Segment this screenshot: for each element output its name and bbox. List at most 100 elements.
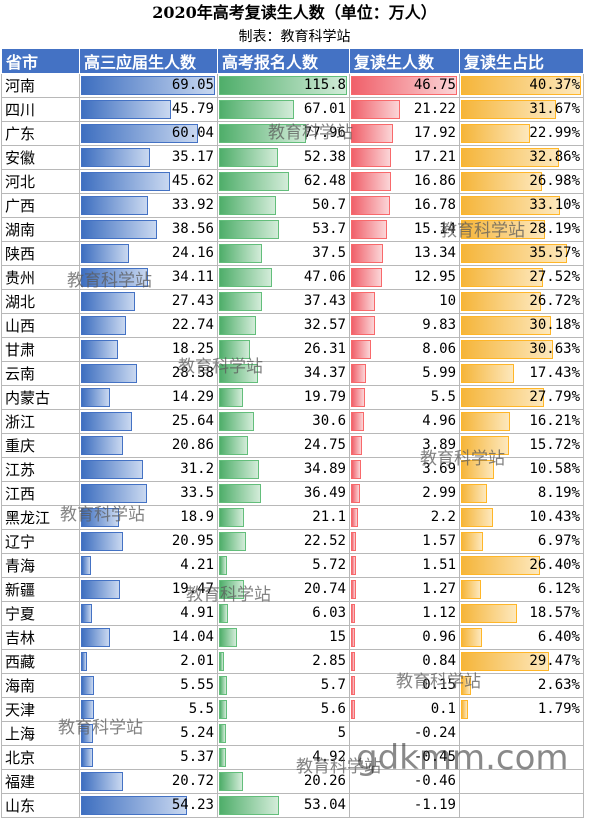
- ratio-cell: 15.72%: [459, 433, 584, 458]
- repeaters-cell: 46.75: [349, 73, 460, 98]
- province-cell: 贵州: [1, 265, 80, 290]
- province-cell: 海南: [1, 673, 80, 698]
- graduates-bar: [81, 124, 198, 143]
- registered-bar: [219, 196, 276, 215]
- graduates-value: 27.43: [171, 293, 214, 309]
- registered-bar: [219, 268, 272, 287]
- ratio-cell: 22.99%: [459, 121, 584, 146]
- province-cell: 重庆: [1, 433, 80, 458]
- province-cell: 辽宁: [1, 529, 80, 554]
- registered-bar: [219, 772, 243, 791]
- province-cell: 新疆: [1, 577, 80, 602]
- graduates-cell: 18.9: [79, 505, 218, 530]
- table-row: 吉林 14.04 15 0.96 6.40%: [1, 625, 584, 650]
- graduates-cell: 33.92: [79, 193, 218, 218]
- ratio-value: 10.58%: [529, 461, 580, 477]
- registered-value: 52.38: [303, 149, 346, 165]
- repeaters-cell: 0.1: [349, 697, 460, 722]
- registered-bar: [219, 556, 227, 575]
- repeaters-value: 10: [439, 293, 456, 309]
- registered-cell: 5.6: [217, 697, 350, 722]
- ratio-value: 6.40%: [537, 629, 580, 645]
- registered-value: 5.6: [320, 701, 346, 717]
- graduates-cell: 20.86: [79, 433, 218, 458]
- repeaters-cell: 0.84: [349, 649, 460, 674]
- repeaters-value: 3.89: [422, 437, 456, 453]
- ratio-cell: 30.63%: [459, 337, 584, 362]
- repeaters-value: 13.34: [413, 245, 456, 261]
- repeaters-value: 16.86: [413, 173, 456, 189]
- province-cell: 山东: [1, 793, 80, 818]
- repeaters-bar: [351, 196, 390, 215]
- ratio-value: 28.19%: [529, 221, 580, 237]
- registered-cell: 5.7: [217, 673, 350, 698]
- repeaters-cell: 16.78: [349, 193, 460, 218]
- registered-cell: 15: [217, 625, 350, 650]
- graduates-bar: [81, 388, 110, 407]
- table-row: 河北 45.62 62.48 16.86 26.98%: [1, 169, 584, 194]
- repeaters-cell: 10: [349, 289, 460, 314]
- graduates-cell: 5.5: [79, 697, 218, 722]
- registered-cell: 21.1: [217, 505, 350, 530]
- repeaters-value: 2.2: [430, 509, 456, 525]
- graduates-bar: [81, 532, 123, 551]
- repeaters-value: 0.96: [422, 629, 456, 645]
- graduates-bar: [81, 652, 87, 671]
- ratio-bar: [461, 172, 542, 191]
- province-cell: 宁夏: [1, 601, 80, 626]
- registered-value: 37.5: [312, 245, 346, 261]
- registered-cell: 5.72: [217, 553, 350, 578]
- graduates-cell: 14.04: [79, 625, 218, 650]
- registered-cell: 115.8: [217, 73, 350, 98]
- registered-value: 26.31: [303, 341, 346, 357]
- ratio-cell: 35.57%: [459, 241, 584, 266]
- graduates-value: 35.17: [171, 149, 214, 165]
- ratio-bar: [461, 220, 545, 239]
- graduates-cell: 5.24: [79, 721, 218, 746]
- repeaters-bar: [351, 412, 364, 431]
- ratio-value: 6.12%: [537, 581, 580, 597]
- table-row: 湖北 27.43 37.43 10 26.72%: [1, 289, 584, 314]
- repeaters-cell: 5.5: [349, 385, 460, 410]
- registered-value: 5.7: [320, 677, 346, 693]
- repeaters-value: -0.45: [413, 749, 456, 765]
- repeaters-bar: [351, 172, 391, 191]
- ratio-cell: 2.63%: [459, 673, 584, 698]
- table-row: 黑龙江 18.9 21.1 2.2 10.43%: [1, 505, 584, 530]
- registered-cell: 53.04: [217, 793, 350, 818]
- ratio-value: 1.79%: [537, 701, 580, 717]
- province-cell: 河南: [1, 73, 80, 98]
- ratio-value: 16.21%: [529, 413, 580, 429]
- graduates-bar: [81, 556, 91, 575]
- province-cell: 西藏: [1, 649, 80, 674]
- ratio-cell: 27.52%: [459, 265, 584, 290]
- registered-value: 62.48: [303, 173, 346, 189]
- registered-bar: [219, 412, 254, 431]
- repeaters-cell: 0.96: [349, 625, 460, 650]
- graduates-bar: [81, 676, 94, 695]
- ratio-cell: [459, 793, 584, 818]
- graduates-value: 54.23: [171, 797, 214, 813]
- graduates-cell: 31.2: [79, 457, 218, 482]
- registered-cell: 6.03: [217, 601, 350, 626]
- registered-cell: 34.89: [217, 457, 350, 482]
- registered-bar: [219, 652, 224, 671]
- registered-bar: [219, 532, 246, 551]
- graduates-cell: 25.64: [79, 409, 218, 434]
- registered-value: 4.92: [312, 749, 346, 765]
- graduates-value: 60.04: [171, 125, 214, 141]
- province-cell: 湖北: [1, 289, 80, 314]
- graduates-value: 25.64: [171, 413, 214, 429]
- repeaters-bar: [351, 76, 457, 95]
- registered-bar: [219, 148, 278, 167]
- repeaters-cell: -0.24: [349, 721, 460, 746]
- table-row: 北京 5.37 4.92 -0.45: [1, 745, 584, 770]
- province-cell: 云南: [1, 361, 80, 386]
- repeaters-value: 15.14: [413, 221, 456, 237]
- registered-bar: [219, 628, 237, 647]
- table-row: 云南 28.38 34.37 5.99 17.43%: [1, 361, 584, 386]
- ratio-value: 35.57%: [529, 245, 580, 261]
- registered-value: 115.8: [303, 77, 346, 93]
- ratio-value: 15.72%: [529, 437, 580, 453]
- registered-cell: 52.38: [217, 145, 350, 170]
